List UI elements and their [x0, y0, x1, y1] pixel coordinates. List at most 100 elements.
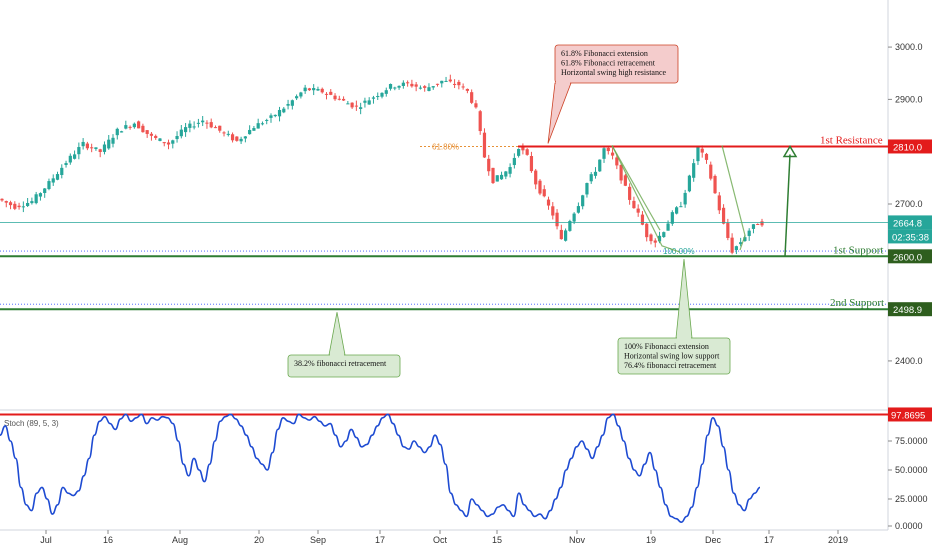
- candle-body: [751, 224, 756, 229]
- candle-body: [209, 122, 213, 128]
- candle-body: [90, 147, 94, 149]
- candle-body: [226, 133, 230, 135]
- candle-body: [346, 103, 350, 105]
- candle-body: [380, 92, 384, 97]
- candle-body: [529, 156, 534, 172]
- price-tick-label: 2700.0: [895, 199, 923, 209]
- candle-body: [17, 205, 21, 208]
- candle-body: [324, 93, 329, 95]
- candles: [0, 74, 764, 255]
- candle-body: [21, 206, 25, 208]
- candle-body: [137, 121, 141, 129]
- candle-body: [145, 130, 149, 134]
- stoch-panel: 97.8695: [0, 407, 932, 524]
- candle-body: [154, 135, 158, 139]
- candle-body: [649, 234, 653, 242]
- candle-body: [102, 144, 107, 152]
- stoch-title: Stoch (89, 5, 3): [4, 419, 59, 428]
- pattern-lines: [611, 145, 746, 253]
- candle-body: [504, 171, 508, 177]
- time-tick-label: Nov: [569, 535, 586, 545]
- annotation-text: Horizontal swing low support: [624, 352, 720, 361]
- candle-body: [26, 202, 30, 206]
- candle-body: [320, 88, 324, 93]
- target-arrow[interactable]: [782, 145, 798, 257]
- candle-body: [657, 235, 662, 242]
- candle-body: [576, 206, 581, 213]
- candle-body: [760, 221, 764, 226]
- candle-body: [188, 123, 192, 128]
- candle-body: [273, 114, 277, 117]
- pattern-line: [611, 145, 681, 253]
- candle-body: [414, 84, 418, 87]
- candle-body: [192, 126, 196, 128]
- annotation-text: 61.8% Fibonacci extension: [561, 49, 648, 58]
- annotation-box[interactable]: [617, 337, 731, 375]
- candle-body: [534, 170, 538, 185]
- candle-body: [555, 212, 559, 227]
- candle-body: [72, 154, 77, 159]
- candle-body: [388, 83, 393, 89]
- levels[interactable]: 1st Resistance 2810.0 1st Support 2600.0 2nd…: [0, 134, 932, 317]
- price-axis-ticks: 3000.0 2900.0 2700.0 2400.0: [888, 42, 923, 366]
- candle-body: [632, 200, 636, 209]
- candle-body: [363, 100, 367, 103]
- candle-body: [222, 132, 226, 134]
- candle-body: [431, 86, 435, 88]
- time-tick-label: 16: [103, 535, 113, 545]
- time-tick-label: 20: [254, 535, 264, 545]
- time-tick-label: 17: [764, 535, 774, 545]
- candle-body: [239, 138, 243, 142]
- candle-body: [636, 208, 640, 213]
- candle-body: [559, 229, 563, 240]
- candle-body: [265, 119, 269, 121]
- price-tick-label: 3000.0: [895, 42, 923, 52]
- annotation-text: 61.8% Fibonacci retracement: [561, 59, 656, 68]
- stoch-tick-label: 75.0000: [895, 436, 928, 446]
- candle-body: [401, 82, 405, 86]
- candle-body: [43, 188, 47, 194]
- stoch-tick-label: 50.0000: [895, 465, 928, 475]
- candle-body: [119, 131, 124, 133]
- current-price-tag: [888, 215, 932, 230]
- stoch-line: [0, 413, 761, 524]
- candle-body: [295, 96, 299, 99]
- annotation-text: Horizontal swing high resistance: [561, 68, 667, 77]
- time-tick-label: 15: [492, 535, 502, 545]
- candle-body: [235, 136, 239, 141]
- time-tick-label: 2019: [828, 535, 848, 545]
- annotation-text: 76.4% fibonacci retracement: [624, 361, 717, 370]
- candle-body: [521, 146, 525, 151]
- candle-body: [593, 171, 598, 176]
- candle-body: [551, 206, 555, 216]
- annotation-box[interactable]: [554, 44, 679, 84]
- candle-body: [107, 139, 111, 149]
- candle-body: [615, 157, 619, 166]
- candle-body: [423, 86, 427, 88]
- stoch-level-tag: [888, 407, 932, 422]
- candle-body: [201, 120, 205, 123]
- candle-body: [670, 212, 674, 224]
- candle-body: [508, 167, 512, 174]
- candle-body: [495, 175, 499, 182]
- candle-body: [546, 199, 551, 206]
- candle-body: [448, 79, 452, 82]
- candle-body: [517, 149, 521, 156]
- candle-body: [675, 207, 679, 214]
- candle-body: [47, 181, 51, 190]
- level-tag-label: 2600.0: [893, 252, 922, 263]
- candle-body: [474, 103, 478, 108]
- candle-body: [704, 153, 709, 160]
- time-tick-label: 17: [375, 535, 385, 545]
- candle-body: [628, 186, 632, 200]
- time-tick-label: Jul: [40, 535, 52, 545]
- candle-body: [38, 193, 43, 197]
- candle-body: [418, 87, 423, 89]
- candle-body: [726, 223, 730, 238]
- candle-body: [85, 143, 89, 149]
- level-tag-label: 2498.9: [893, 305, 922, 316]
- candle-body: [645, 223, 649, 238]
- level-name: 1st Resistance: [820, 134, 883, 146]
